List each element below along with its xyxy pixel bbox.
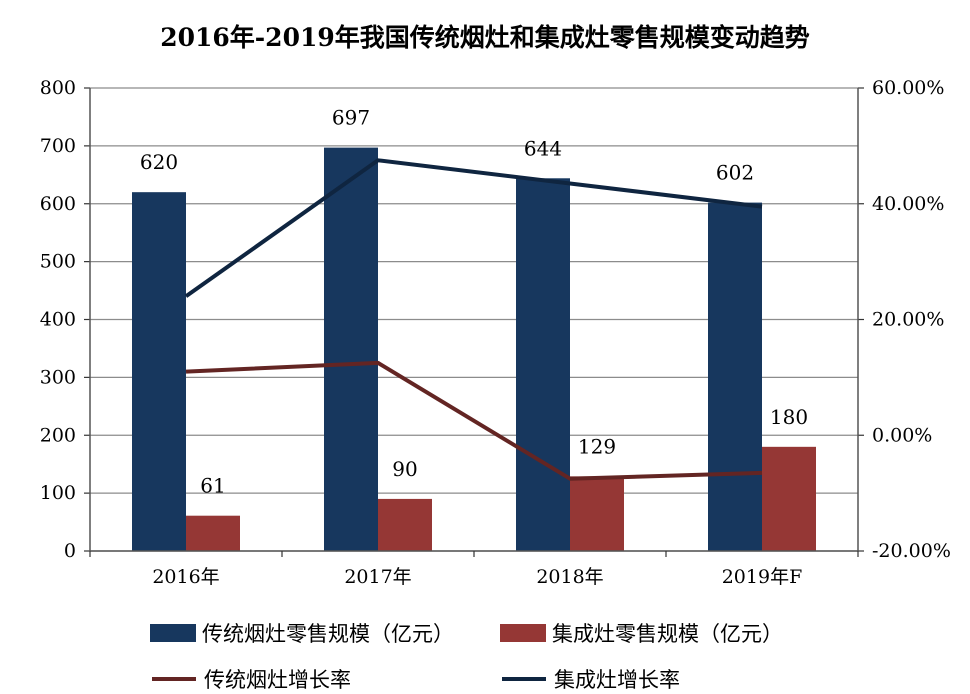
y-left-tick-label: 300	[40, 366, 76, 388]
y-left-tick-label: 0	[64, 540, 76, 562]
legend-item-integrated-growth: 集成灶增长率	[500, 664, 680, 694]
y-left-tick-label: 200	[40, 424, 76, 446]
legend-line-integrated-growth	[502, 677, 546, 681]
y-left-tick-label: 600	[40, 193, 76, 215]
legend-line-traditional-growth	[152, 677, 196, 681]
y-right-tick-label: 0.00%	[872, 424, 932, 446]
x-tick-label: 2019年F	[722, 566, 803, 588]
bars	[132, 147, 816, 552]
y-left-tick-label: 800	[40, 77, 76, 99]
legend-label: 集成灶零售规模（亿元）	[552, 622, 783, 646]
data-label: 90	[392, 457, 417, 481]
y-right-tick-label: 40.00%	[872, 193, 944, 215]
data-label: 180	[770, 405, 808, 429]
data-label: 644	[524, 136, 562, 160]
y-left-tick-label: 700	[40, 135, 76, 157]
legend-item-traditional-growth: 传统烟灶增长率	[150, 664, 351, 694]
legend-label: 传统烟灶零售规模（亿元）	[202, 622, 454, 646]
growth-line	[184, 158, 763, 298]
legend-item-traditional-sales: 传统烟灶零售规模（亿元）	[150, 618, 454, 648]
y-left-tick-label: 500	[40, 251, 76, 273]
axes: 0 100 200 300 400 500 600 700 800 -20.00% 0.00% 20.…	[40, 77, 951, 588]
x-tick-label: 2017年	[344, 566, 411, 588]
bar	[186, 515, 240, 551]
data-label: 602	[716, 161, 754, 185]
legend-swatch-integrated-sales	[500, 624, 546, 642]
y-right-tick-label: 60.00%	[872, 77, 944, 99]
bar	[570, 476, 624, 551]
y-right-tick-label: -20.00%	[872, 540, 951, 562]
bar	[762, 446, 816, 551]
bar	[516, 178, 570, 551]
data-label: 697	[332, 106, 370, 130]
data-label: 61	[200, 474, 225, 498]
y-left-tick-label: 100	[40, 482, 76, 504]
bar	[378, 498, 432, 551]
growth-lines	[184, 158, 763, 481]
bar	[324, 147, 378, 551]
y-right-tick-label: 20.00%	[872, 309, 944, 331]
legend-item-integrated-sales: 集成灶零售规模（亿元）	[500, 618, 783, 648]
legend-swatch-traditional-sales	[150, 624, 196, 642]
y-left-tick-label: 400	[40, 309, 76, 331]
x-tick-label: 2016年	[152, 566, 219, 588]
legend-label: 集成灶增长率	[554, 668, 680, 692]
data-label: 620	[140, 150, 178, 174]
bar	[708, 202, 762, 551]
legend-label: 传统烟灶增长率	[204, 668, 351, 692]
growth-line	[185, 360, 763, 481]
data-label: 129	[578, 434, 616, 458]
chart-title: 2016年-2019年我国传统烟灶和集成灶零售规模变动趋势	[160, 23, 810, 52]
bar	[132, 192, 186, 552]
data-labels: 620 61 697 90 644 129 602 180	[140, 106, 808, 498]
x-tick-label: 2018年	[536, 566, 603, 588]
